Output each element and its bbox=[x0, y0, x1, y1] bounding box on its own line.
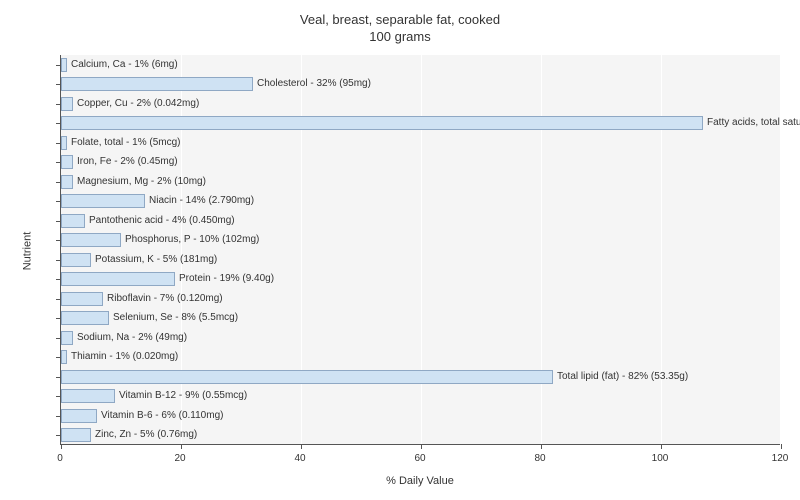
bar-label: Vitamin B-12 - 9% (0.55mcg) bbox=[115, 389, 247, 403]
bar-label: Calcium, Ca - 1% (6mg) bbox=[67, 58, 178, 72]
gridline bbox=[421, 55, 422, 444]
chart-title: Veal, breast, separable fat, cooked 100 … bbox=[0, 0, 800, 46]
bar-label: Copper, Cu - 2% (0.042mg) bbox=[73, 97, 199, 111]
bar-label: Niacin - 14% (2.790mg) bbox=[145, 194, 254, 208]
x-tick bbox=[181, 444, 182, 449]
bar bbox=[61, 155, 73, 169]
x-tick bbox=[421, 444, 422, 449]
bar-label: Folate, total - 1% (5mcg) bbox=[67, 136, 180, 150]
bar bbox=[61, 77, 253, 91]
title-line-1: Veal, breast, separable fat, cooked bbox=[0, 12, 800, 29]
gridline bbox=[301, 55, 302, 444]
bar-label: Sodium, Na - 2% (49mg) bbox=[73, 331, 187, 345]
bar bbox=[61, 409, 97, 423]
y-axis-label: Nutrient bbox=[21, 232, 33, 271]
nutrient-chart: Veal, breast, separable fat, cooked 100 … bbox=[0, 0, 800, 500]
bar bbox=[61, 272, 175, 286]
x-axis-label: % Daily Value bbox=[60, 475, 780, 487]
bar-label: Protein - 19% (9.40g) bbox=[175, 272, 274, 286]
gridline bbox=[661, 55, 662, 444]
bar-label: Potassium, K - 5% (181mg) bbox=[91, 253, 217, 267]
plot-area: Calcium, Ca - 1% (6mg) Cholesterol - 32% … bbox=[60, 55, 780, 445]
bar-label: Selenium, Se - 8% (5.5mcg) bbox=[109, 311, 238, 325]
bar-label: Cholesterol - 32% (95mg) bbox=[253, 77, 371, 91]
bar-label: Total lipid (fat) - 82% (53.35g) bbox=[553, 370, 688, 384]
x-tick-label: 80 bbox=[534, 453, 545, 464]
bar-label: Phosphorus, P - 10% (102mg) bbox=[121, 233, 259, 247]
bar bbox=[61, 194, 145, 208]
title-line-2: 100 grams bbox=[0, 29, 800, 46]
x-tick bbox=[781, 444, 782, 449]
bar bbox=[61, 292, 103, 306]
bar-label: Riboflavin - 7% (0.120mg) bbox=[103, 292, 223, 306]
bar bbox=[61, 389, 115, 403]
x-tick-label: 20 bbox=[174, 453, 185, 464]
x-tick-label: 40 bbox=[294, 453, 305, 464]
x-tick-label: 0 bbox=[57, 453, 63, 464]
bar bbox=[61, 116, 703, 130]
bar bbox=[61, 370, 553, 384]
x-tick-label: 100 bbox=[652, 453, 669, 464]
x-tick-label: 60 bbox=[414, 453, 425, 464]
bar-label: Iron, Fe - 2% (0.45mg) bbox=[73, 155, 178, 169]
bar bbox=[61, 214, 85, 228]
bar bbox=[61, 97, 73, 111]
bar-label: Thiamin - 1% (0.020mg) bbox=[67, 350, 178, 364]
x-tick bbox=[541, 444, 542, 449]
x-tick bbox=[301, 444, 302, 449]
bar bbox=[61, 253, 91, 267]
bar bbox=[61, 311, 109, 325]
bar bbox=[61, 331, 73, 345]
bar-label: Fatty acids, total saturated - 107% (21.… bbox=[703, 116, 800, 130]
bar bbox=[61, 428, 91, 442]
x-tick bbox=[661, 444, 662, 449]
bar-label: Magnesium, Mg - 2% (10mg) bbox=[73, 175, 206, 189]
gridline bbox=[181, 55, 182, 444]
x-tick-label: 120 bbox=[772, 453, 789, 464]
bar-label: Pantothenic acid - 4% (0.450mg) bbox=[85, 214, 235, 228]
gridline bbox=[541, 55, 542, 444]
x-tick bbox=[61, 444, 62, 449]
bar bbox=[61, 233, 121, 247]
gridline bbox=[781, 55, 782, 444]
bar-label: Vitamin B-6 - 6% (0.110mg) bbox=[97, 409, 223, 423]
bar bbox=[61, 175, 73, 189]
bar-label: Zinc, Zn - 5% (0.76mg) bbox=[91, 428, 197, 442]
